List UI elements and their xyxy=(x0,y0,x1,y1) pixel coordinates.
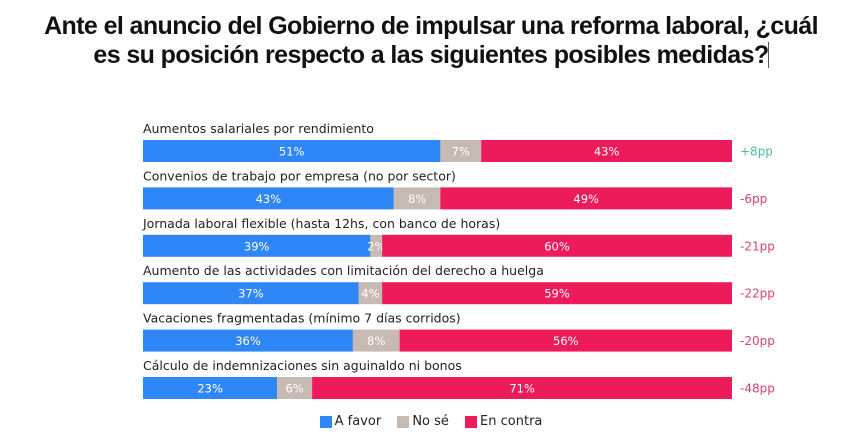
value-label-en-contra: 71% xyxy=(509,382,535,396)
legend-item-no-se: No sé xyxy=(397,414,449,429)
bar-segment-en-contra xyxy=(382,282,732,305)
bar-segment-a-favor xyxy=(143,329,353,352)
value-label-a-favor: 39% xyxy=(244,239,270,253)
value-label-no-s: 6% xyxy=(285,382,303,396)
bar-segment-a-favor xyxy=(143,187,394,210)
legend-label-no-se: No sé xyxy=(412,414,449,429)
legend: A favor No sé En contra xyxy=(0,414,862,432)
bar-segment-en-contra xyxy=(440,187,732,210)
bar-segment-a-favor xyxy=(143,377,278,399)
net-difference-label: -20pp xyxy=(740,334,775,348)
bar-segment-no-s xyxy=(370,234,383,257)
bar-segment-a-favor xyxy=(143,282,359,305)
title-line-2: es su posición respecto a las siguientes… xyxy=(0,41,862,70)
bar-row: Vacaciones fragmentadas (mínimo 7 días c… xyxy=(143,311,775,352)
net-difference-label: -21pp xyxy=(740,239,775,253)
value-label-no-s: 7% xyxy=(452,145,470,159)
bar-segment-en-contra xyxy=(481,140,732,162)
net-difference-label: +8pp xyxy=(740,145,773,159)
legend-swatch-no-se xyxy=(397,415,410,428)
category-label: Jornada laboral flexible (hasta 12hs, co… xyxy=(142,216,500,231)
category-label: Aumentos salariales por rendimiento xyxy=(143,121,374,136)
value-label-no-s: 4% xyxy=(361,287,379,301)
chart-title: Ante el anuncio del Gobierno de impulsar… xyxy=(0,12,862,70)
legend-item-a-favor: A favor xyxy=(319,414,382,429)
bar-segment-en-contra xyxy=(382,234,732,257)
bar-segment-en-contra xyxy=(399,329,732,352)
legend-swatch-en-contra xyxy=(465,415,478,428)
bar-segment-no-s xyxy=(440,140,482,162)
bar-segment-no-s xyxy=(352,329,400,352)
category-label: Convenios de trabajo por empresa (no por… xyxy=(143,168,456,183)
value-label-a-favor: 37% xyxy=(238,287,264,301)
value-label-en-contra: 43% xyxy=(594,145,620,159)
bar-row: Jornada laboral flexible (hasta 12hs, co… xyxy=(142,216,775,257)
legend-label-a-favor: A favor xyxy=(334,414,382,429)
value-label-a-favor: 51% xyxy=(279,145,305,159)
value-label-en-contra: 56% xyxy=(553,334,579,348)
value-label-en-contra: 60% xyxy=(544,239,570,253)
net-difference-label: -6pp xyxy=(740,192,767,206)
bar-segment-no-s xyxy=(358,282,383,305)
title-line-1: Ante el anuncio del Gobierno de impulsar… xyxy=(44,12,818,40)
legend-item-en-contra: En contra xyxy=(465,414,542,429)
title-line-2-text: es su posición respecto a las siguientes… xyxy=(93,41,769,69)
bar-row: Aumentos salariales por rendimiento 51% 7%… xyxy=(143,121,773,162)
legend-label-en-contra: En contra xyxy=(480,414,543,429)
bar-row: Aumento de las actividades con limitació… xyxy=(143,263,775,305)
bar-segment-a-favor xyxy=(143,234,371,257)
bar-segment-en-contra xyxy=(312,377,732,399)
value-label-en-contra: 49% xyxy=(573,192,599,206)
value-label-a-favor: 43% xyxy=(256,192,282,206)
value-label-no-s: 8% xyxy=(408,192,426,206)
bar-segment-a-favor xyxy=(143,140,441,162)
category-label: Cálculo de indemnizaciones sin aguinaldo… xyxy=(143,358,462,373)
value-label-a-favor: 23% xyxy=(197,382,223,396)
net-difference-label: -48pp xyxy=(740,382,775,396)
bar-segment-no-s xyxy=(277,377,313,399)
bar-row: Cálculo de indemnizaciones sin aguinaldo… xyxy=(143,358,775,399)
value-label-no-s: 8% xyxy=(367,334,385,348)
net-difference-label: -22pp xyxy=(740,287,775,301)
text-cursor xyxy=(767,42,769,68)
bar-row: Convenios de trabajo por empresa (no por… xyxy=(143,168,767,210)
legend-swatch-a-favor xyxy=(319,415,332,428)
category-label: Aumento de las actividades con limitació… xyxy=(143,263,544,278)
value-label-en-contra: 59% xyxy=(544,287,570,301)
bar-segment-no-s xyxy=(393,187,441,210)
value-label-a-favor: 36% xyxy=(235,334,261,348)
value-label-no-s: 2% xyxy=(367,239,385,253)
category-label: Vacaciones fragmentadas (mínimo 7 días c… xyxy=(143,311,461,326)
